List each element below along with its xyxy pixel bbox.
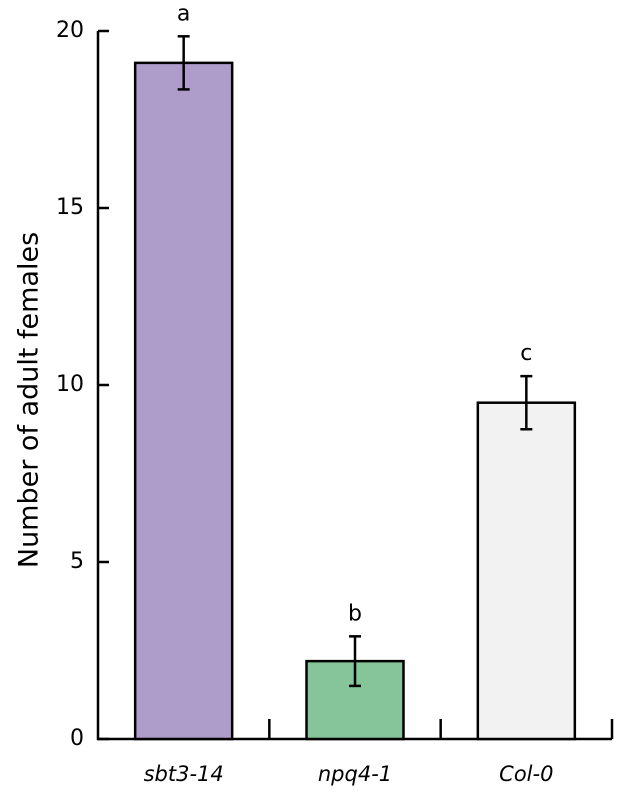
x-tick-label: npq4-1: [318, 762, 392, 786]
bar: [305, 659, 405, 741]
y-axis-label: Number of adult females: [14, 232, 45, 568]
y-tick-label: 20: [56, 18, 84, 43]
significance-letter: c: [520, 341, 532, 366]
y-tick-label: 0: [70, 726, 84, 751]
x-tick-label: sbt3-14: [144, 762, 224, 786]
x-tick-label: Col-0: [499, 762, 553, 786]
significance-letter: b: [348, 601, 362, 626]
bar: [133, 61, 234, 741]
y-tick-label: 10: [56, 372, 84, 397]
y-tick-label: 5: [70, 549, 84, 574]
bar: [476, 401, 577, 741]
significance-letter: a: [177, 1, 190, 26]
y-tick-label: 15: [56, 195, 84, 220]
